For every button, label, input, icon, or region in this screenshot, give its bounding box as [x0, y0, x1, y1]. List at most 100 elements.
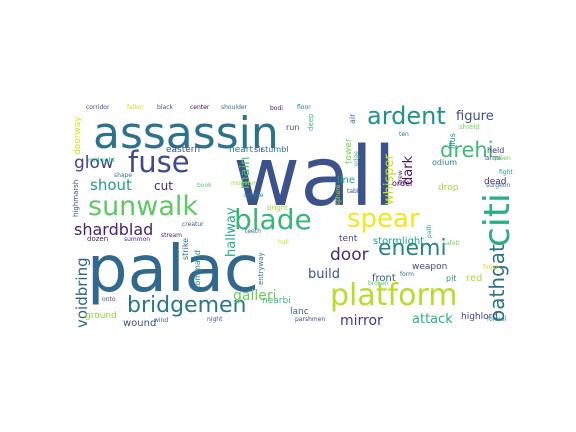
word-dozen: dozen [87, 235, 108, 243]
word-drehi: drehi [440, 138, 494, 162]
word-dark: dark [401, 155, 416, 185]
word-drop: drop [438, 183, 459, 193]
word-air: air [348, 113, 357, 124]
word-doorway: doorway [73, 116, 83, 155]
word-citi: citi [477, 193, 518, 247]
word-blade: blade [234, 203, 312, 236]
word-palac: palac [87, 233, 259, 307]
word-tent: tent [339, 234, 358, 244]
word-galleri: galleri [233, 288, 277, 304]
word-bridgemen: bridgemen [127, 293, 247, 318]
word-highmarsh: highmarsh [72, 180, 80, 217]
word-book: book [197, 182, 212, 189]
word-wound: wound [123, 318, 156, 329]
word-center: center [190, 104, 210, 111]
word-lanc: lanc [290, 307, 309, 317]
word-hallway: hallway [224, 207, 239, 257]
word-teeth: teeth [245, 228, 261, 235]
word-strike: strike [181, 238, 190, 260]
word-onto: onto [102, 296, 116, 303]
word-run: run [286, 123, 299, 132]
word-hall: hall [278, 239, 289, 246]
word-order: order [392, 179, 414, 188]
word-pit: pit [446, 274, 456, 283]
word-ten: ten [399, 131, 409, 138]
word-eastern: eastern [166, 145, 200, 155]
word-sunwalk: sunwalk [88, 191, 198, 222]
word-stumbl: stumbl [261, 145, 288, 154]
word-nearbi: nearbi [262, 296, 291, 306]
word-midnight: midnight [88, 157, 115, 164]
word-form: form [400, 271, 414, 278]
word-monster: monster [231, 180, 256, 187]
word-red: red [466, 273, 482, 284]
word-door: door [330, 245, 369, 265]
word-front: front [372, 273, 396, 284]
word-cut: cut [154, 179, 173, 193]
word-platform: platform [330, 278, 457, 313]
word-sir: sir [254, 145, 264, 154]
word-heart: heart [229, 145, 253, 155]
word-path: path [426, 224, 433, 238]
word-sphere: sphere [335, 184, 342, 205]
word-bodi: bodi [270, 105, 283, 112]
word-shardblad: shardblad [74, 220, 153, 239]
word-tabl: tabl [347, 188, 359, 195]
word-glow: glow [74, 153, 114, 173]
word-floor: floor [297, 104, 311, 111]
word-deep: deep [307, 113, 315, 131]
word-smoke: smoke [244, 192, 264, 199]
word-held: held [487, 146, 504, 155]
word-finish: finish [483, 264, 499, 271]
word-safeti: safeti [443, 240, 460, 247]
word-parshmen: parshmen [295, 316, 325, 323]
word-shape: shape [114, 172, 132, 179]
word-attack: attack [412, 312, 453, 327]
word-bright: bright [267, 204, 288, 212]
word-weapon: weapon [412, 262, 447, 272]
word-fight: fight [499, 169, 513, 176]
word-command: command [193, 250, 202, 290]
word-formal: formal [487, 316, 507, 323]
word-enemi: enemi [378, 236, 447, 261]
word-ardent: ardent [367, 102, 446, 130]
word-queen: queen [492, 155, 511, 162]
word-whisper: whisper [382, 153, 397, 205]
word-mirror: mirror [340, 313, 383, 329]
word-stormlight: stormlight [373, 236, 424, 247]
word-line: line [337, 175, 355, 186]
word-entryway: entryway [257, 252, 265, 285]
word-black: black [157, 104, 173, 111]
word-spear: spear [347, 204, 420, 234]
word-tower: tower [344, 138, 354, 164]
word-main: main [238, 157, 253, 189]
word-illus: illus [448, 133, 457, 149]
word-highlord: highlord [461, 312, 498, 322]
word-assassin: assassin [93, 108, 279, 159]
word-surgeon: surgeon [486, 182, 510, 189]
word-voidbring: voidbring [73, 257, 91, 328]
word-grew: grew [397, 170, 404, 185]
word-shoulder: shoulder [221, 104, 248, 111]
word-odium: odium [432, 158, 457, 167]
word-summon: summon [124, 236, 150, 243]
word-dead: dead [484, 177, 506, 187]
word-fuse: fuse [128, 145, 190, 179]
word-wall: wall [233, 130, 396, 225]
word-shout: shout [90, 176, 132, 194]
word-corridor: corridor [86, 104, 110, 111]
word-broken: broken [368, 280, 389, 287]
word-oathgat: oathgat [485, 244, 509, 322]
word-ground: ground [85, 311, 117, 321]
word-wind: wind [154, 317, 168, 324]
word-build: build [308, 267, 340, 282]
word-creatur: creatur [182, 221, 204, 228]
word-figure: figure [456, 109, 494, 124]
word-armi: armi [485, 154, 501, 162]
word-night: night [207, 316, 223, 323]
word-edge: edge [353, 151, 360, 166]
word-stream: stream [161, 232, 182, 239]
word-shield: shield [459, 123, 480, 131]
